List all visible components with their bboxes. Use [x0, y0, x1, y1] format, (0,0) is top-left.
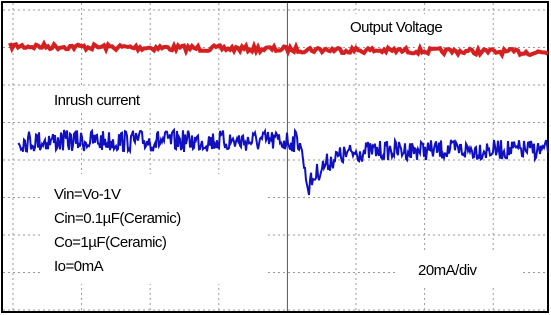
scale-label: 20mA/div: [418, 262, 478, 279]
condition: Co=1µF(Ceramic): [54, 234, 167, 251]
condition: Cin=0.1µF(Ceramic): [54, 210, 181, 227]
condition: Io=0mA: [54, 258, 104, 275]
page: Output Voltage Inrush current Vin=Vo-1V …: [0, 0, 551, 315]
scope-screen: Output Voltage Inrush current Vin=Vo-1V …: [0, 0, 551, 315]
output-label: Output Voltage: [350, 19, 442, 36]
current-label: Inrush current: [54, 92, 141, 109]
condition: Vin=Vo-1V: [54, 186, 121, 203]
